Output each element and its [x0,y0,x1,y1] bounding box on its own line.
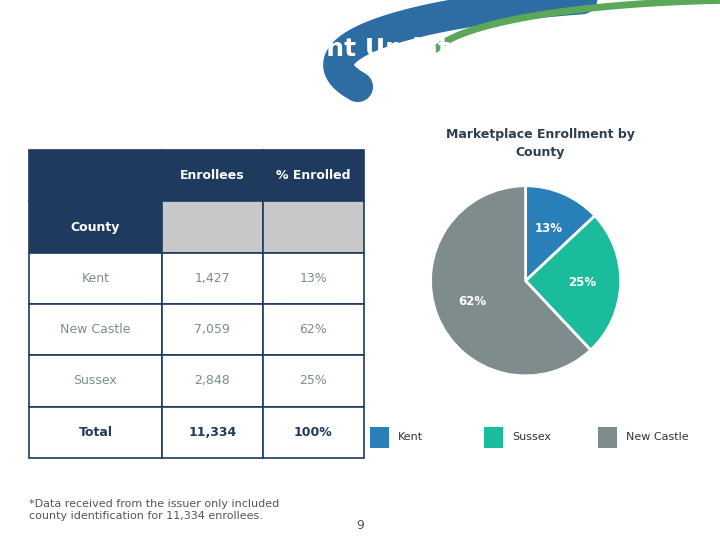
Text: 13%: 13% [534,222,562,235]
FancyBboxPatch shape [29,201,162,253]
FancyBboxPatch shape [162,253,263,304]
FancyBboxPatch shape [162,407,263,458]
Text: Kent: Kent [81,272,109,285]
Text: 1,427: 1,427 [194,272,230,285]
FancyBboxPatch shape [162,304,263,355]
Text: Marketplace Enrollment Update: Comparison: Marketplace Enrollment Update: Compariso… [18,37,653,61]
FancyBboxPatch shape [263,150,364,201]
Text: by County: by County [18,82,161,105]
Text: 25%: 25% [300,374,327,388]
FancyBboxPatch shape [162,355,263,407]
Text: 9: 9 [356,519,364,532]
FancyBboxPatch shape [29,150,162,201]
FancyBboxPatch shape [263,253,364,304]
Text: 13%: 13% [300,272,327,285]
Text: % Enrolled: % Enrolled [276,169,351,183]
Text: Sussex: Sussex [512,433,551,442]
Text: 7,059: 7,059 [194,323,230,336]
Bar [485,427,503,448]
Text: 62%: 62% [300,323,327,336]
Bar [598,427,618,448]
FancyBboxPatch shape [162,201,263,253]
Text: Marketplace Enrollment by
County: Marketplace Enrollment by County [446,127,634,159]
FancyBboxPatch shape [29,304,162,355]
Text: 62%: 62% [459,295,487,308]
FancyBboxPatch shape [29,355,162,407]
Text: 25%: 25% [569,276,597,289]
Wedge shape [526,186,595,281]
FancyBboxPatch shape [263,407,364,458]
Text: Kent: Kent [398,433,423,442]
Bar [370,427,390,448]
Text: 2,848: 2,848 [194,374,230,388]
FancyBboxPatch shape [162,150,263,201]
Text: Total: Total [78,426,112,439]
Text: *Data received from the issuer only included
county identification for 11,334 en: *Data received from the issuer only incl… [29,499,279,521]
Text: Enrollees: Enrollees [180,169,245,183]
Wedge shape [431,186,590,376]
FancyBboxPatch shape [29,253,162,304]
FancyBboxPatch shape [263,355,364,407]
Text: New Castle: New Castle [626,433,689,442]
Text: County: County [71,220,120,234]
Text: New Castle: New Castle [60,323,130,336]
FancyBboxPatch shape [29,407,162,458]
Text: 11,334: 11,334 [188,426,237,439]
Text: 100%: 100% [294,426,333,439]
FancyBboxPatch shape [263,304,364,355]
FancyBboxPatch shape [263,201,364,253]
Wedge shape [526,216,621,350]
Text: Sussex: Sussex [73,374,117,388]
